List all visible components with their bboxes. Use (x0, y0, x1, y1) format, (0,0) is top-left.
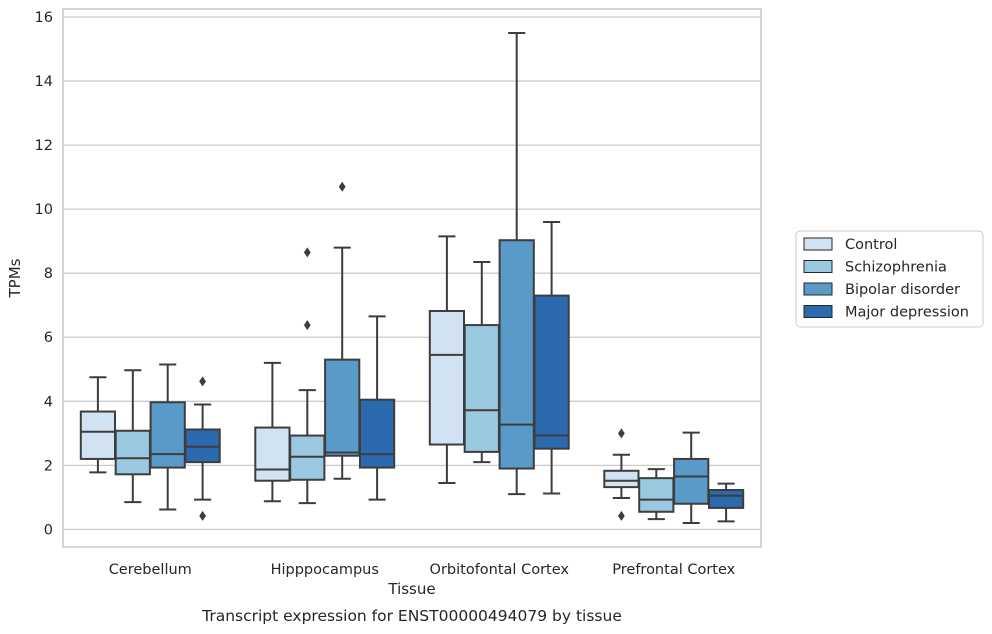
box-2-2 (498, 32, 535, 496)
chart-caption: Transcript expression for ENST0000049407… (201, 607, 622, 625)
box-iqr (79, 410, 117, 460)
box-1-0 (254, 361, 291, 503)
legend-label: Bipolar disorder (845, 282, 960, 298)
y-axis-label: TPMs (6, 258, 24, 298)
box-iqr (603, 469, 640, 489)
box-iqr (428, 309, 466, 446)
box-iqr (114, 429, 151, 476)
box-0-2 (149, 363, 186, 511)
boxes-layer (79, 32, 745, 524)
outlier-point (199, 376, 206, 387)
legend-label: Schizophrenia (845, 260, 947, 276)
box-0-1 (114, 369, 151, 504)
box-3-1 (638, 468, 675, 521)
box-iqr (358, 398, 396, 469)
box-iqr (149, 401, 186, 469)
box-2-3 (533, 220, 570, 495)
box-3-3 (707, 482, 745, 523)
box-1-2 (324, 181, 361, 480)
y-tick-label: 16 (35, 10, 53, 26)
outlier-point (618, 428, 625, 439)
x-tick-label: Cerebellum (109, 562, 192, 578)
box-3-2 (673, 431, 710, 524)
legend-swatch (803, 282, 833, 296)
box-2-0 (428, 235, 466, 484)
y-tick-label: 4 (44, 394, 53, 410)
legend: Control Schizophrenia Bipolar disorder Majo… (795, 230, 984, 328)
box-1-1 (289, 247, 326, 505)
box-iqr (498, 239, 535, 470)
legend-swatch (803, 237, 833, 251)
legend-swatch (803, 305, 833, 318)
legend-swatch (803, 260, 833, 273)
box-iqr (673, 457, 710, 505)
x-axis-label: Tissue (387, 580, 435, 598)
y-tick-label: 2 (44, 458, 53, 474)
outlier-point (618, 510, 625, 521)
outlier-point (199, 510, 206, 521)
legend-label: Major depression (845, 305, 969, 321)
y-tick-label: 0 (44, 522, 53, 538)
box-0-0 (79, 376, 117, 474)
box-iqr (638, 477, 675, 513)
y-axis-ticks: 0 2 4 6 8 10 12 14 16 (35, 10, 53, 538)
box-iqr (324, 358, 361, 457)
box-1-3 (358, 315, 396, 501)
box-iqr (533, 294, 570, 450)
x-tick-label: Hipppocampus (271, 562, 379, 578)
y-tick-label: 12 (35, 138, 53, 154)
box-3-0 (603, 428, 640, 521)
legend-label: Control (845, 237, 897, 253)
outlier-point (303, 320, 311, 331)
box-iqr (254, 426, 291, 482)
box-0-3 (184, 376, 221, 521)
x-axis-ticks: Cerebellum Hipppocampus Orbitofontal Corte… (109, 562, 736, 578)
legend-frame (795, 230, 984, 328)
plot-frame (62, 8, 762, 548)
box-iqr (707, 488, 745, 509)
y-tick-label: 14 (35, 74, 53, 90)
box-iqr (463, 324, 500, 453)
x-tick-label: Prefrontal Cortex (612, 562, 735, 578)
outlier-point (303, 247, 311, 258)
outlier-point (338, 181, 346, 192)
y-tick-label: 8 (44, 266, 53, 282)
x-tick-label: Orbitofontal Cortex (430, 562, 570, 578)
y-tick-label: 6 (44, 330, 53, 346)
y-tick-label: 10 (35, 202, 53, 218)
